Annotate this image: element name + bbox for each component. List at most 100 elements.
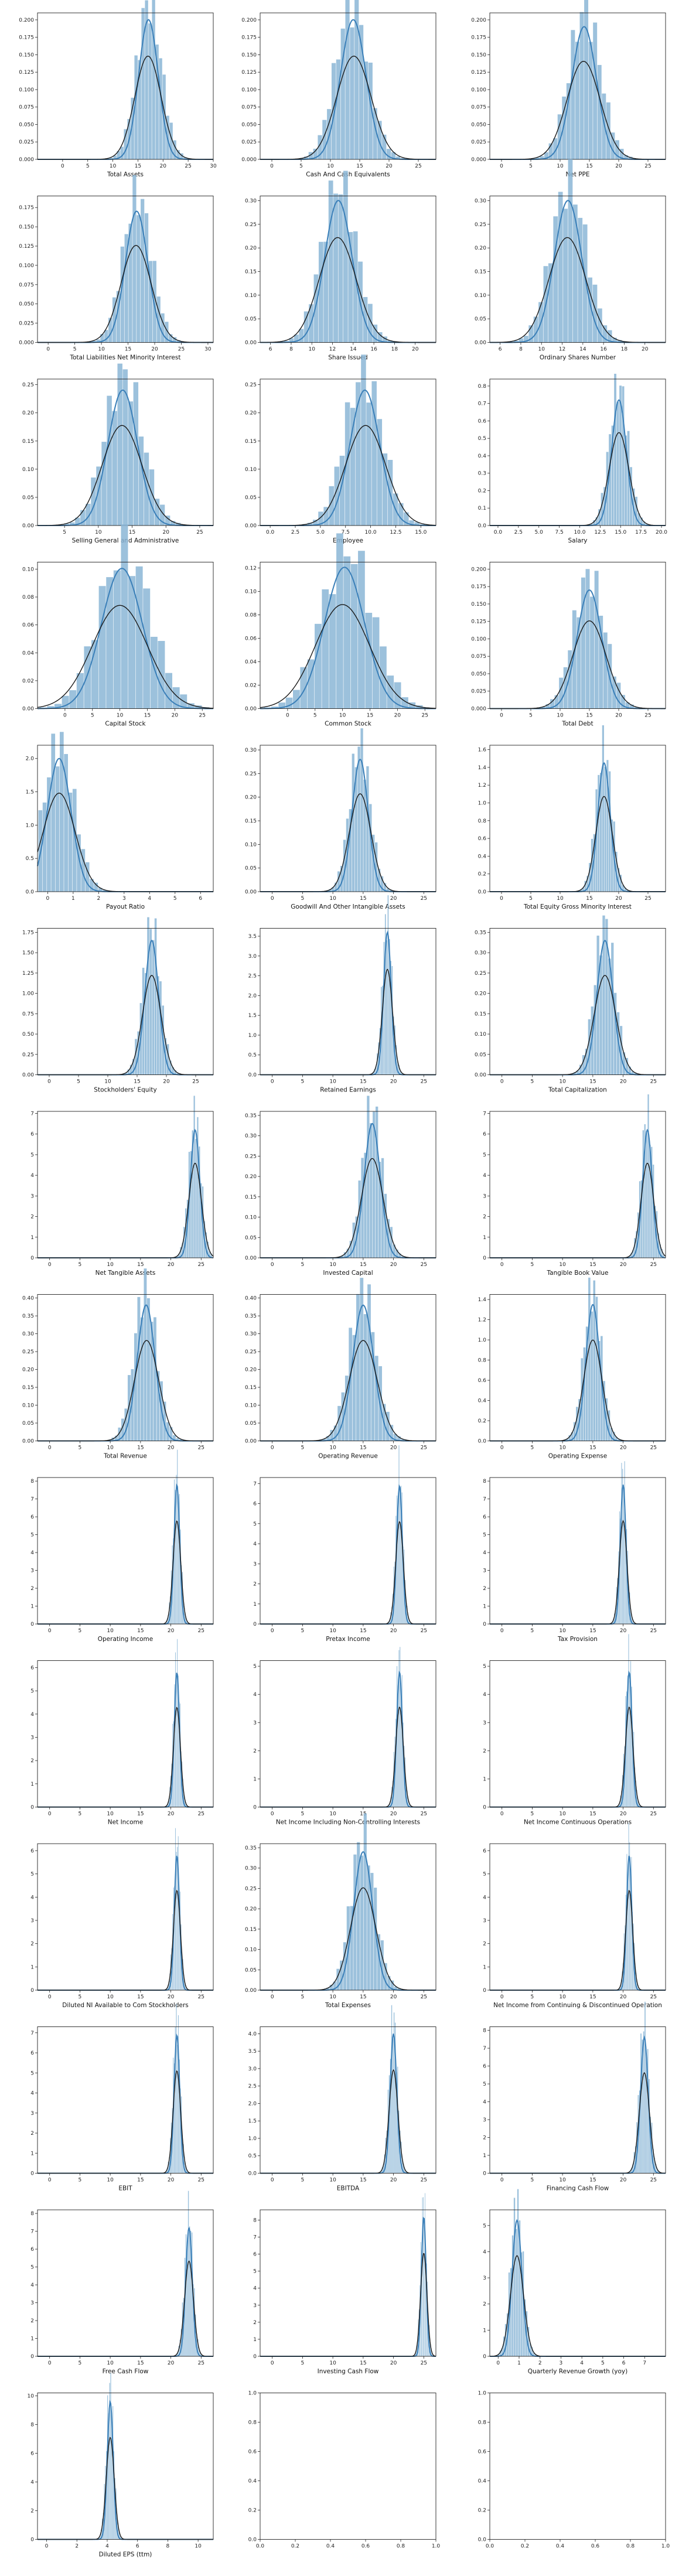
hist-bar — [401, 1439, 405, 1441]
x-tick-label: 10 — [327, 163, 334, 169]
hist-bar — [421, 2250, 422, 2356]
hist-bar — [161, 313, 165, 343]
x-tick-label: 15 — [137, 2178, 144, 2183]
x-tick-label: 0 — [500, 2178, 504, 2183]
hist-bar — [640, 2033, 642, 2174]
hist-bar — [640, 517, 643, 526]
x-tick-label: 0 — [48, 1262, 52, 1268]
y-tick-label: 0.35 — [22, 1313, 34, 1319]
x-tick-label: 10 — [107, 1262, 114, 1268]
x-tick-label: 5 — [91, 713, 94, 719]
hist-bar — [174, 1684, 175, 1807]
y-tick-label: 0.175 — [19, 205, 34, 211]
hist-bar — [77, 834, 81, 892]
x-tick-label: 0.0 — [494, 530, 503, 535]
y-tick-label: 1.5 — [26, 790, 34, 796]
y-tick-label: 5 — [253, 2269, 257, 2275]
y-tick-label: 0.15 — [475, 1011, 486, 1017]
hist-bar — [284, 341, 289, 343]
y-tick-label: 0.025 — [471, 689, 486, 695]
y-tick-label: 0.25 — [245, 383, 257, 388]
hist-bar — [313, 274, 319, 343]
hist-bar — [391, 1606, 393, 1624]
x-tick-label: 2.5 — [514, 530, 523, 535]
hist-bar — [594, 571, 599, 709]
hist-bar — [535, 157, 540, 159]
y-tick-label: 0.0 — [248, 2537, 257, 2543]
y-tick-label: 0.6 — [478, 418, 487, 424]
x-tick-label: 16 — [370, 347, 377, 353]
x-tick-label: 15 — [360, 1262, 366, 1268]
y-tick-label: 8 — [483, 2028, 486, 2034]
hist-bar — [345, 0, 350, 159]
hist-bar — [637, 1986, 639, 1990]
y-tick-label: 0.8 — [478, 1358, 487, 1364]
axes-frame — [489, 1294, 666, 1441]
hist-bar — [582, 224, 588, 343]
hist-bar — [318, 241, 323, 343]
x-tick-label: 25 — [421, 1994, 427, 2000]
hist-bar — [643, 2031, 644, 2174]
hist-bar — [363, 779, 366, 892]
hist-bar — [335, 882, 337, 892]
x-axis-label: Cash And Cash Equivalents — [306, 171, 390, 178]
hist-bar — [387, 149, 391, 159]
x-tick-label: 18 — [391, 347, 398, 353]
x-axis-label: Goodwill And Other Intangible Assets — [291, 903, 405, 910]
y-tick-label: 2 — [253, 1582, 257, 1588]
hist-bar — [425, 2250, 427, 2356]
subplot-42: 0.0 0.2 0.4 0.6 0.8 1.0 0.0 0.2 0.4 0.6 0.8 1.0 — [478, 2391, 670, 2550]
hist-bar — [176, 1255, 178, 1258]
y-tick-label: 0.05 — [475, 1052, 486, 1058]
hist-bar — [628, 1066, 631, 1075]
x-tick-label: 12.5 — [390, 530, 401, 535]
x-tick-label: 0 — [48, 1628, 52, 1634]
hist-bar — [134, 55, 138, 159]
y-tick-label: 0.075 — [241, 105, 257, 111]
y-tick-label: 7 — [253, 1481, 257, 1487]
hist-bar — [364, 1152, 367, 1258]
y-tick-label: 0.00 — [475, 1073, 486, 1079]
x-tick-label: 16 — [600, 347, 607, 353]
hist-bar — [397, 1436, 401, 1441]
x-tick-label: 5 — [173, 896, 177, 902]
y-tick-label: 0.075 — [471, 654, 486, 660]
hist-bar — [582, 888, 584, 892]
hist-bar — [548, 143, 553, 159]
x-tick-label: 15 — [586, 163, 592, 169]
hist-bar — [610, 1428, 613, 1441]
x-tick-label: 15 — [135, 163, 141, 169]
x-tick-label: 20 — [390, 1994, 397, 2000]
hist-bar — [374, 1356, 378, 1441]
y-tick-label: 0.000 — [19, 340, 34, 346]
x-tick-label: 5 — [301, 896, 305, 902]
hist-bar — [646, 1131, 647, 1258]
hist-bar — [64, 523, 70, 526]
x-tick-label: 1.0 — [432, 2544, 441, 2550]
hist-bar — [382, 985, 384, 1075]
hist-bar — [386, 940, 387, 1075]
x-tick-label: 0 — [45, 2544, 49, 2550]
hist-bar — [636, 1231, 637, 1258]
hist-bar — [632, 1250, 634, 1258]
x-tick-label: 25 — [192, 1079, 199, 1085]
subplot-27: 0 5 10 15 20 25 0 1 2 3 4 5 6 7 8 Tax Provision — [483, 1461, 666, 1643]
hist-bar — [168, 2162, 169, 2174]
axes-frame — [489, 1111, 666, 1258]
y-tick-label: 0.200 — [471, 567, 486, 572]
hist-bar — [293, 690, 300, 709]
hist-bar — [625, 435, 627, 526]
hist-bar — [627, 1872, 628, 1990]
kde-line — [260, 2216, 436, 2357]
y-tick-label: 0.10 — [245, 467, 257, 473]
hist-bar — [207, 1241, 209, 1258]
kde-line — [260, 1670, 436, 1808]
hist-bar — [349, 809, 352, 892]
hist-bar — [432, 2355, 433, 2356]
y-tick-label: 7 — [30, 1497, 34, 1503]
kde-line — [37, 939, 213, 1076]
x-tick-label: 10 — [309, 347, 316, 353]
x-tick-label: 25 — [421, 2178, 427, 2183]
hist-bar — [111, 1437, 115, 1441]
hist-bar — [602, 915, 605, 1075]
